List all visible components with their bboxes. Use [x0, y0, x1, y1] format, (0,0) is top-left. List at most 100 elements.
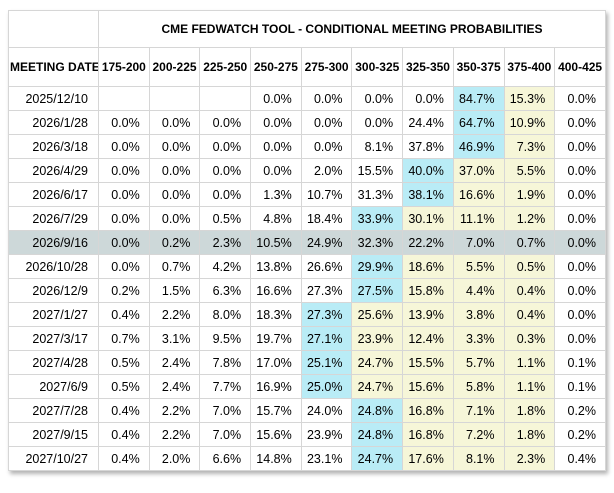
probability-cell: 15.6%	[250, 422, 302, 447]
table-row[interactable]: 2027/10/27 0.4% 2.0% 6.6% 14.8% 23.1% 24.7% 17.…	[8, 446, 606, 471]
probability-cell: 0.2%	[148, 230, 201, 255]
probability-cell: 15.8%	[402, 278, 454, 303]
table-row[interactable]: 2026/9/16 0.0% 0.2% 2.3% 10.5% 24.9% 32.3% 22.2…	[8, 230, 606, 255]
probability-cell: 0.3%	[503, 326, 556, 351]
probability-cell: 24.7%	[351, 446, 404, 471]
probability-cell: 27.5%	[351, 278, 404, 303]
table-row[interactable]: 2026/12/9 0.2% 1.5% 6.3% 16.6% 27.3% 27.5% 15.8…	[8, 278, 606, 303]
column-header-200-225: 200-225	[148, 47, 201, 87]
probability-cell: 23.9%	[300, 422, 353, 447]
probability-cell: 2.0%	[148, 446, 201, 471]
probability-cell: 0.0%	[148, 182, 201, 207]
probability-cell: 38.1%	[402, 182, 454, 207]
probability-cell: 0.0%	[250, 134, 302, 159]
table-row[interactable]: 2025/12/10 0.0% 0.0% 0.0% 0.0% 84.7% 15.3% 0.0%	[8, 86, 606, 111]
table-row[interactable]: 2026/7/29 0.0% 0.0% 0.5% 4.8% 18.4% 33.9% 30.1%…	[8, 206, 606, 231]
table-row[interactable]: 2027/4/28 0.5% 2.4% 7.8% 17.0% 25.1% 24.7% 15.5…	[8, 350, 606, 375]
probability-cell: 0.0%	[402, 86, 454, 111]
column-header-350-375: 350-375	[452, 47, 505, 87]
probability-cell: 25.1%	[300, 350, 353, 375]
table-row[interactable]: 2026/1/28 0.0% 0.0% 0.0% 0.0% 0.0% 0.0% 24.4% 64…	[8, 110, 606, 135]
probability-cell: 0.4%	[98, 302, 150, 327]
probability-cell: 0.0%	[250, 158, 302, 183]
probability-cell: 0.0%	[98, 182, 150, 207]
probability-cell: 25.0%	[300, 374, 353, 399]
probability-cell: 8.1%	[351, 134, 404, 159]
probability-cell	[199, 86, 252, 111]
probability-cell: 0.0%	[199, 134, 252, 159]
table-row[interactable]: 2026/6/17 0.0% 0.0% 0.0% 1.3% 10.7% 31.3% 38.1%…	[8, 182, 606, 207]
probability-cell: 4.2%	[199, 254, 252, 279]
probability-cell: 0.2%	[554, 422, 606, 447]
meeting-date-cell: 2026/7/29	[8, 206, 99, 231]
table-row[interactable]: 2027/7/28 0.4% 2.2% 7.0% 15.7% 24.0% 24.8% 16.8…	[8, 398, 606, 423]
meeting-date-cell: 2026/1/28	[8, 110, 99, 135]
probability-cell: 0.0%	[554, 86, 606, 111]
probability-cell: 0.0%	[98, 206, 150, 231]
probability-cell: 0.4%	[98, 446, 150, 471]
probability-cell: 0.0%	[98, 230, 150, 255]
probability-cell: 1.8%	[503, 398, 556, 423]
probability-cell: 84.7%	[452, 86, 505, 111]
meeting-date-cell: 2027/6/9	[8, 374, 99, 399]
probability-cell: 0.0%	[554, 302, 606, 327]
table-row[interactable]: 2026/3/18 0.0% 0.0% 0.0% 0.0% 0.0% 8.1% 37.8% 46…	[8, 134, 606, 159]
probability-cell: 0.2%	[98, 278, 150, 303]
probability-cell: 0.0%	[148, 158, 201, 183]
probability-cell: 0.1%	[554, 374, 606, 399]
probability-cell: 16.8%	[402, 422, 454, 447]
probability-cell: 0.0%	[554, 254, 606, 279]
probability-cell: 24.0%	[300, 398, 353, 423]
probability-cell: 0.0%	[98, 158, 150, 183]
table-row[interactable]: 2027/6/9 0.5% 2.4% 7.7% 16.9% 25.0% 24.7% 15.6%…	[8, 374, 606, 399]
probability-cell: 2.4%	[148, 350, 201, 375]
probability-cell: 10.7%	[300, 182, 353, 207]
probability-cell: 1.1%	[503, 350, 556, 375]
probability-cell: 16.9%	[250, 374, 302, 399]
probability-cell: 26.6%	[300, 254, 353, 279]
meeting-date-cell: 2027/10/27	[8, 446, 99, 471]
meeting-date-cell: 2026/6/17	[8, 182, 99, 207]
table-row[interactable]: 2027/9/15 0.4% 2.2% 7.0% 15.6% 23.9% 24.8% 16.8…	[8, 422, 606, 447]
probability-cell: 13.9%	[402, 302, 454, 327]
column-header-250-275: 250-275	[250, 47, 302, 87]
table-row[interactable]: 2026/10/28 0.0% 0.7% 4.2% 13.8% 26.6% 29.9% 18.…	[8, 254, 606, 279]
probability-cell: 0.5%	[98, 374, 150, 399]
table-row[interactable]: 2027/3/17 0.7% 3.1% 9.5% 19.7% 27.1% 23.9% 12.4…	[8, 326, 606, 351]
probability-cell: 24.8%	[351, 398, 404, 423]
probability-cell: 24.8%	[351, 422, 404, 447]
probability-cell: 18.4%	[300, 206, 353, 231]
column-header-275-300: 275-300	[300, 47, 353, 87]
probability-cell: 16.6%	[250, 278, 302, 303]
table-row[interactable]: 2027/1/27 0.4% 2.2% 8.0% 18.3% 27.3% 25.6% 13.9…	[8, 302, 606, 327]
probability-cell: 2.0%	[300, 158, 353, 183]
probability-cell: 0.0%	[148, 206, 201, 231]
probability-cell: 23.9%	[351, 326, 404, 351]
probability-cell: 0.2%	[554, 398, 606, 423]
probability-cell: 16.8%	[402, 398, 454, 423]
probability-cell: 27.1%	[300, 326, 353, 351]
probability-cell	[148, 86, 201, 111]
probability-cell	[98, 86, 150, 111]
probability-cell: 1.8%	[503, 422, 556, 447]
probability-cell: 0.5%	[98, 350, 150, 375]
probability-cell: 1.5%	[148, 278, 201, 303]
probability-cell: 14.8%	[250, 446, 302, 471]
probability-cell: 7.2%	[452, 422, 505, 447]
probability-cell: 2.2%	[148, 422, 201, 447]
probability-cell: 17.0%	[250, 350, 302, 375]
probability-cell: 24.7%	[351, 374, 404, 399]
probability-cell: 6.3%	[199, 278, 252, 303]
probability-cell: 17.6%	[402, 446, 454, 471]
probability-cell: 7.8%	[199, 350, 252, 375]
column-header-325-350: 325-350	[402, 47, 454, 87]
meeting-date-cell: 2027/3/17	[8, 326, 99, 351]
probability-cell: 29.9%	[351, 254, 404, 279]
table-title: CME FEDWATCH TOOL - CONDITIONAL MEETING …	[98, 10, 606, 48]
column-header-400-425: 400-425	[554, 47, 606, 87]
column-header-300-325: 300-325	[351, 47, 404, 87]
probability-cell: 0.0%	[148, 134, 201, 159]
table-row[interactable]: 2026/4/29 0.0% 0.0% 0.0% 0.0% 2.0% 15.5% 40.0% 3…	[8, 158, 606, 183]
probability-cell: 1.2%	[503, 206, 556, 231]
probability-cell: 0.5%	[199, 206, 252, 231]
